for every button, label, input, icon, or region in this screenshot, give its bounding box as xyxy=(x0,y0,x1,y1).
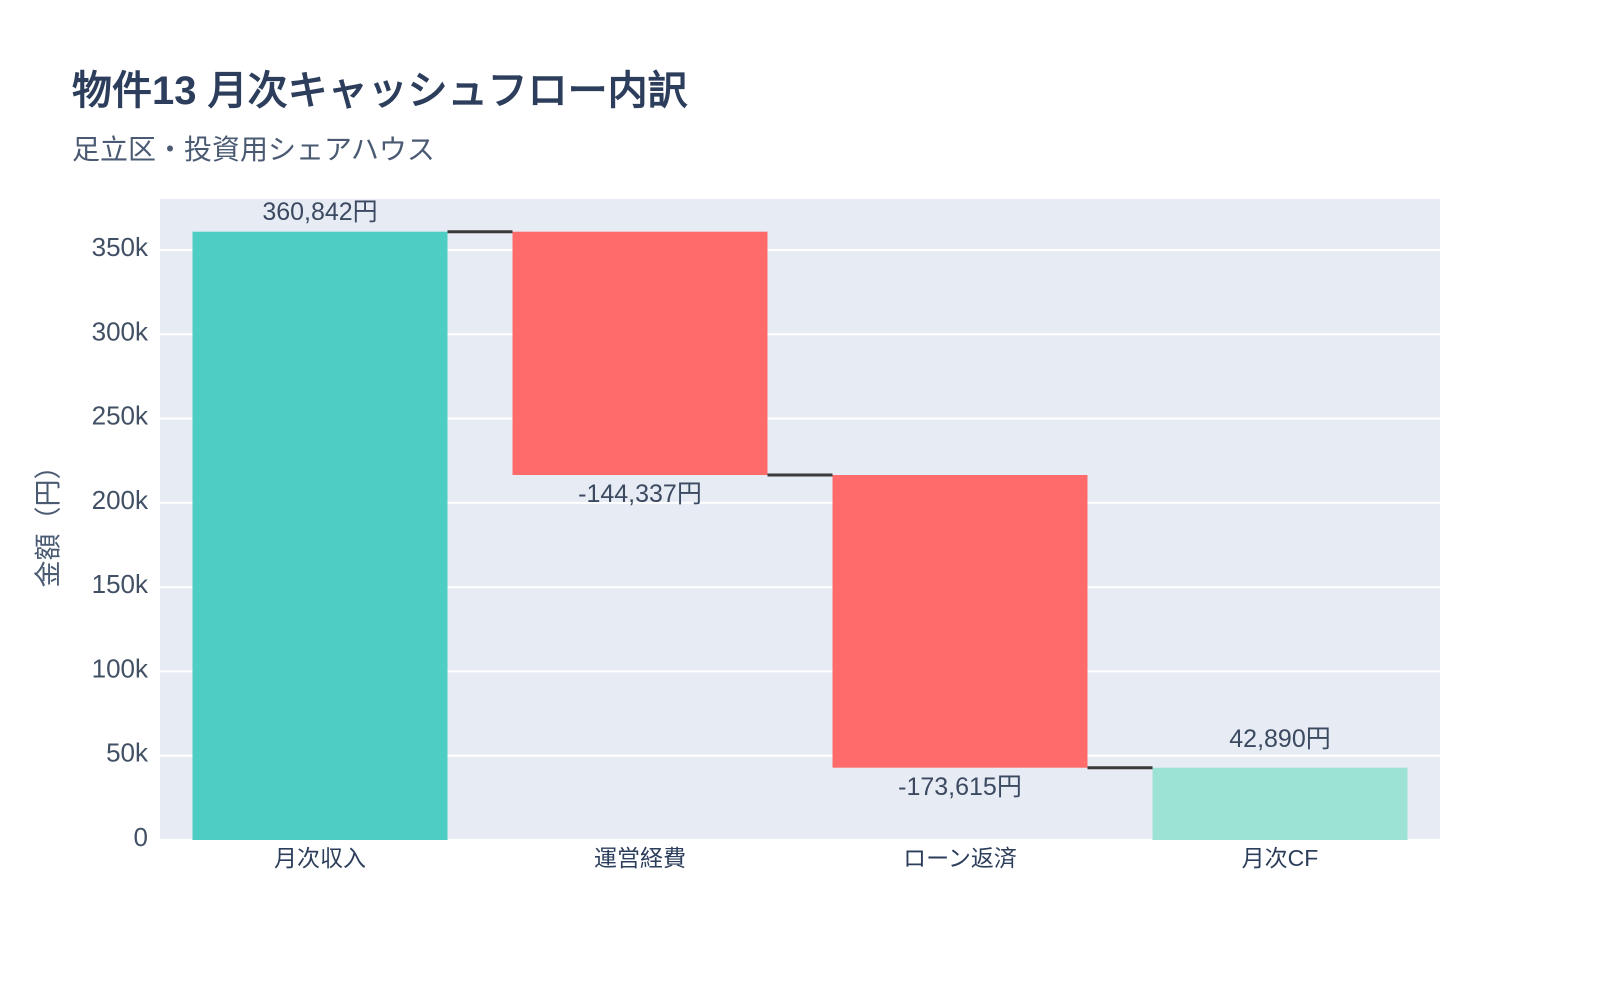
svg-text:200k: 200k xyxy=(92,485,149,515)
svg-text:250k: 250k xyxy=(92,401,149,431)
svg-text:100k: 100k xyxy=(92,653,149,683)
svg-text:-173,615円: -173,615円 xyxy=(898,773,1022,801)
svg-text:150k: 150k xyxy=(92,569,149,599)
svg-text:ローン返済: ローン返済 xyxy=(903,845,1017,871)
svg-text:月次CF: 月次CF xyxy=(1242,845,1319,871)
svg-text:-144,337円: -144,337円 xyxy=(578,480,702,508)
svg-text:300k: 300k xyxy=(92,316,149,346)
svg-text:360,842円: 360,842円 xyxy=(262,198,377,226)
svg-text:50k: 50k xyxy=(106,738,149,768)
svg-text:運営経費: 運営経費 xyxy=(594,845,686,871)
svg-text:0: 0 xyxy=(134,822,148,852)
svg-text:月次収入: 月次収入 xyxy=(274,845,366,871)
svg-text:42,890円: 42,890円 xyxy=(1229,725,1330,753)
svg-text:350k: 350k xyxy=(92,232,149,262)
